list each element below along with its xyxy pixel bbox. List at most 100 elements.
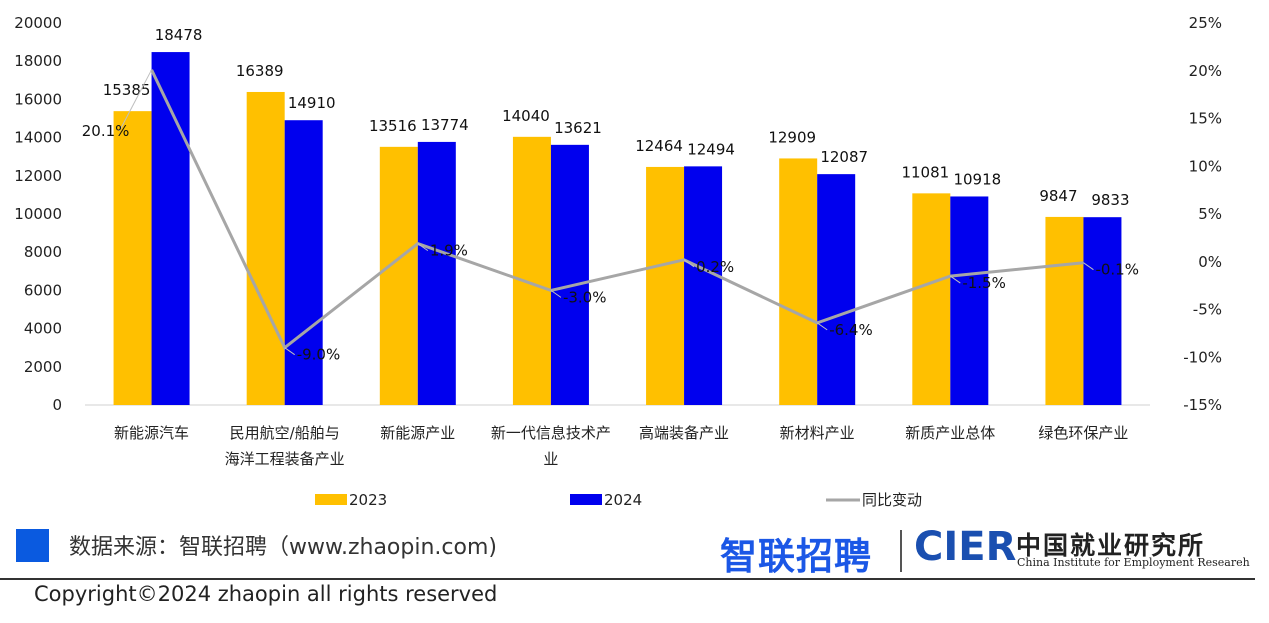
left-tick-label: 10000 xyxy=(14,205,62,223)
right-axis-ticks: -15% -10% -5% 0% 5% 10% 15% 20% 25% xyxy=(1183,14,1222,414)
bar-2024 xyxy=(1083,217,1122,405)
zhilian-logo: 智联招聘 xyxy=(720,535,872,578)
source-marker xyxy=(16,528,49,562)
right-tick-label: -10% xyxy=(1183,348,1222,366)
category-label: 业 xyxy=(543,450,558,468)
right-tick-label: 20% xyxy=(1189,62,1222,80)
yoy-leader-line xyxy=(683,259,695,268)
right-tick-label: 0% xyxy=(1198,253,1222,271)
yoy-line xyxy=(150,69,1084,351)
category-label: 民用航空/船舶与 xyxy=(230,424,340,442)
yoy-leader-line xyxy=(1083,262,1094,271)
right-tick-label: 25% xyxy=(1189,14,1222,32)
bar-value-label: 12464 xyxy=(635,137,683,155)
bar-2024 xyxy=(950,196,989,405)
bar-2023 xyxy=(246,91,285,406)
copyright: Copyright©2024 zhaopin all rights reserv… xyxy=(34,582,498,606)
bars xyxy=(113,52,1122,406)
bar-value-label: 12087 xyxy=(820,148,868,166)
bar-2023 xyxy=(113,111,152,406)
right-tick-label: 15% xyxy=(1189,110,1222,128)
bar-line-chart: 0 2000 4000 6000 8000 10000 12000 14000 16000 180… xyxy=(14,14,1222,509)
yoy-value-label: 1.9% xyxy=(430,242,468,260)
category-label: 新能源汽车 xyxy=(114,424,189,442)
source-text: 数据来源：智联招聘（www.zhaopin.com) xyxy=(69,535,497,560)
logo-divider xyxy=(900,530,902,572)
bar-2024 xyxy=(151,52,190,406)
yoy-leader-line xyxy=(284,347,295,356)
bar-value-label: 9833 xyxy=(1091,191,1129,209)
category-label: 高端装备产业 xyxy=(639,424,729,442)
right-tick-label: 10% xyxy=(1189,157,1222,175)
bar-value-label: 9847 xyxy=(1039,187,1077,205)
left-tick-label: 2000 xyxy=(24,358,62,376)
cier-logo-cn: 中国就业研究所 xyxy=(1016,531,1206,560)
yoy-leader-line xyxy=(950,275,961,284)
legend-swatch-2023 xyxy=(315,494,347,505)
cier-logo: CIER xyxy=(914,524,1017,570)
left-tick-label: 4000 xyxy=(24,320,62,338)
bar-value-label: 12909 xyxy=(768,128,816,146)
bar-2023 xyxy=(1045,216,1084,405)
legend: 2023 2024 同比变动 xyxy=(315,491,922,509)
left-tick-label: 14000 xyxy=(14,129,62,147)
left-axis-ticks: 0 2000 4000 6000 8000 10000 12000 14000 16000 180… xyxy=(14,14,62,414)
data-source: 数据来源：智联招聘（www.zhaopin.com) xyxy=(16,528,497,562)
left-tick-label: 6000 xyxy=(24,281,62,299)
bar-value-label: 15385 xyxy=(103,81,151,99)
cier-logo-en: China Institute for Employment Researeh xyxy=(1017,556,1250,569)
bar-value-label: 11081 xyxy=(901,163,949,181)
bar-2024 xyxy=(817,174,856,405)
category-label: 新能源产业 xyxy=(380,424,455,442)
footer-divider xyxy=(0,578,1255,580)
legend-label: 2024 xyxy=(604,491,642,509)
bar-value-label: 16389 xyxy=(236,62,284,80)
category-label: 新材料产业 xyxy=(780,424,855,442)
category-label: 海洋工程装备产业 xyxy=(225,450,345,468)
yoy-leader-line xyxy=(816,322,828,331)
left-tick-label: 18000 xyxy=(14,52,62,70)
yoy-leader-line xyxy=(417,243,429,252)
bar-value-label: 12494 xyxy=(687,140,735,158)
bar-2023 xyxy=(646,166,685,405)
right-tick-label: 5% xyxy=(1198,205,1222,223)
yoy-leader-line xyxy=(550,289,562,298)
right-tick-label: -15% xyxy=(1183,396,1222,414)
bar-2024 xyxy=(684,166,723,405)
yoy-value-label: -3.0% xyxy=(563,288,607,306)
left-tick-label: 16000 xyxy=(14,90,62,108)
legend-swatch-2024 xyxy=(570,494,602,505)
yoy-value-label: -9.0% xyxy=(297,346,341,364)
category-label: 绿色环保产业 xyxy=(1038,424,1128,442)
bar-2023 xyxy=(379,146,418,405)
bar-value-label: 13516 xyxy=(369,117,417,135)
bar-value-label: 13621 xyxy=(554,119,602,137)
yoy-value-label: 20.1% xyxy=(82,122,130,140)
bar-value-label: 14910 xyxy=(288,94,336,112)
yoy-value-label: -1.5% xyxy=(962,274,1006,292)
bar-2023 xyxy=(512,136,551,405)
yoy-value-label: 0.2% xyxy=(696,258,734,276)
bar-value-label: 14040 xyxy=(502,107,550,125)
bar-2024 xyxy=(417,141,456,405)
yoy-value-label: -0.1% xyxy=(1095,261,1139,279)
category-label: 新一代信息技术产 xyxy=(491,424,611,442)
bar-value-label: 13774 xyxy=(421,116,469,134)
bar-value-labels: 15385 16389 13516 14040 12464 12909 11081 9847 1… xyxy=(103,26,1130,209)
yoy-leader-line xyxy=(119,69,153,132)
legend-label: 同比变动 xyxy=(862,491,922,509)
bar-value-label: 18478 xyxy=(155,26,203,44)
left-tick-label: 12000 xyxy=(14,167,62,185)
bar-value-label: 10918 xyxy=(953,170,1001,188)
left-tick-label: 8000 xyxy=(24,243,62,261)
legend-label: 2023 xyxy=(349,491,387,509)
left-tick-label: 20000 xyxy=(14,14,62,32)
bar-2023 xyxy=(912,193,951,405)
right-tick-label: -5% xyxy=(1193,301,1222,319)
bar-2023 xyxy=(779,158,818,405)
left-tick-label: 0 xyxy=(52,396,62,414)
category-label: 新质产业总体 xyxy=(905,424,995,442)
yoy-line-layer: 20.1% -9.0% 1.9% -3.0% 0.2% -6.4% -1.5% -0.1% xyxy=(82,69,1139,364)
bar-2024 xyxy=(284,120,323,406)
